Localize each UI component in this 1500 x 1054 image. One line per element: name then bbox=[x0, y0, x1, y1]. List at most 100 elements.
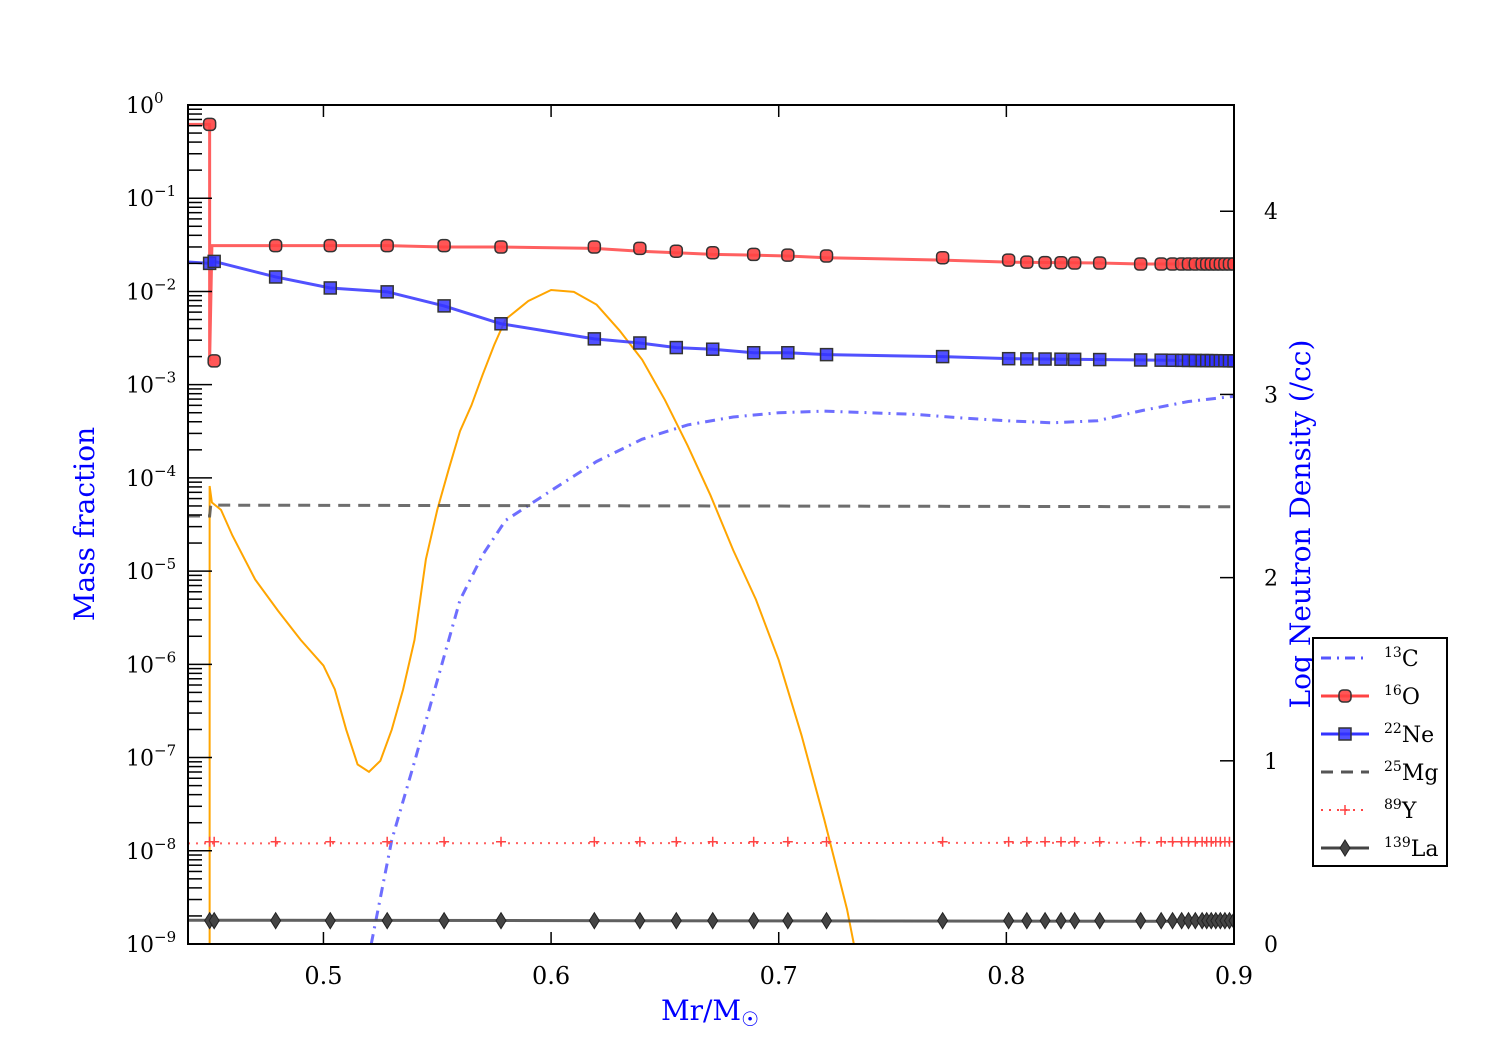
tick-base: 10 bbox=[126, 840, 154, 865]
marker-16O bbox=[1154, 257, 1168, 271]
marker-22Ne bbox=[437, 299, 451, 313]
tick-base: 10 bbox=[126, 653, 154, 678]
marker-139La bbox=[1039, 911, 1051, 930]
marker-22Ne bbox=[1038, 352, 1052, 366]
marker-139La bbox=[1055, 911, 1067, 930]
legend-mass: 89 bbox=[1384, 797, 1402, 813]
marker-22Ne bbox=[1154, 353, 1168, 367]
marker-139La bbox=[1166, 911, 1179, 930]
tick-base: 10 bbox=[126, 374, 154, 399]
marker-89Y bbox=[1094, 836, 1105, 847]
legend-mass: 25 bbox=[1384, 759, 1402, 775]
x-tick-label: 0.5 bbox=[304, 962, 342, 990]
x-tick-label: 0.9 bbox=[1215, 962, 1253, 990]
y-right-tick-label: 2 bbox=[1264, 567, 1278, 592]
legend-marker-16O bbox=[1338, 689, 1352, 703]
marker-139La bbox=[438, 911, 450, 930]
series-line-neutron-density bbox=[208, 289, 855, 944]
tick-exp: −3 bbox=[154, 369, 176, 387]
y-left-tick-label: 100 bbox=[126, 89, 164, 119]
marker-139La bbox=[1135, 911, 1147, 930]
marker-89Y bbox=[496, 836, 507, 847]
marker-139La bbox=[1021, 911, 1033, 930]
marker-22Ne bbox=[268, 270, 283, 284]
marker-16O bbox=[1067, 256, 1082, 270]
series-line-22Ne bbox=[188, 259, 1234, 363]
marker-16O bbox=[323, 238, 338, 253]
y-left-tick-label: 10−2 bbox=[126, 275, 176, 305]
marker-16O bbox=[746, 247, 761, 262]
marker-22Ne bbox=[494, 317, 508, 331]
marker-16O bbox=[380, 238, 394, 253]
y-left-tick-label: 10−8 bbox=[126, 835, 176, 865]
y-right-tick-label: 0 bbox=[1264, 933, 1278, 958]
marker-16O bbox=[935, 250, 950, 265]
marker-139La bbox=[208, 911, 220, 930]
x-axis-label: Mr/M☉ bbox=[661, 994, 759, 1031]
marker-22Ne bbox=[380, 285, 394, 299]
marker-16O bbox=[781, 248, 795, 262]
tick-base: 10 bbox=[126, 187, 154, 212]
marker-139La bbox=[324, 911, 336, 930]
legend-label-89Y: 89Y bbox=[1384, 797, 1417, 824]
marker-139La bbox=[1069, 911, 1081, 930]
y-left-tick-label: 10−1 bbox=[126, 182, 176, 212]
marker-139La bbox=[748, 911, 760, 930]
tick-base: 10 bbox=[126, 467, 154, 492]
marker-16O bbox=[1092, 256, 1107, 270]
tick-base: 10 bbox=[126, 933, 154, 958]
legend-mass: 139 bbox=[1384, 835, 1411, 851]
marker-89Y bbox=[1055, 836, 1066, 847]
marker-22Ne bbox=[1092, 352, 1107, 367]
legend-mass: 13 bbox=[1384, 645, 1402, 661]
legend-element: Ne bbox=[1402, 723, 1434, 748]
marker-16O bbox=[1038, 255, 1052, 270]
legend-label-139La: 139La bbox=[1384, 835, 1438, 862]
legend-element: Mg bbox=[1402, 761, 1439, 786]
marker-22Ne bbox=[819, 347, 834, 362]
marker-89Y bbox=[634, 836, 645, 847]
legend-mass: 16 bbox=[1384, 683, 1402, 699]
x-tick-label: 0.6 bbox=[532, 962, 570, 990]
marker-22Ne bbox=[705, 342, 720, 356]
series-line-25Mg bbox=[188, 503, 1234, 518]
marker-16O bbox=[1133, 257, 1148, 271]
marker-139La bbox=[707, 911, 719, 930]
marker-16O bbox=[437, 238, 451, 253]
tick-exp: −2 bbox=[154, 275, 176, 293]
marker-139La bbox=[270, 911, 282, 930]
marker-89Y bbox=[707, 836, 718, 847]
marker-89Y bbox=[1167, 836, 1178, 847]
y-right-tick-label: 3 bbox=[1264, 383, 1278, 408]
marker-139La bbox=[634, 911, 646, 930]
marker-22Ne bbox=[323, 281, 338, 295]
marker-139La bbox=[670, 911, 682, 930]
marker-16O bbox=[587, 240, 602, 254]
marker-89Y bbox=[748, 836, 759, 847]
legend-mass: 22 bbox=[1384, 721, 1402, 737]
marker-89Y bbox=[1003, 836, 1014, 847]
marker-22Ne bbox=[781, 345, 795, 360]
marker-89Y bbox=[209, 836, 220, 847]
legend-frame bbox=[1312, 637, 1448, 867]
marker-89Y bbox=[782, 836, 793, 847]
legend-element: Y bbox=[1401, 799, 1417, 824]
tick-base: 10 bbox=[126, 94, 154, 119]
tick-exp: −7 bbox=[154, 742, 176, 760]
marker-139La bbox=[820, 911, 833, 930]
marker-22Ne bbox=[587, 332, 602, 346]
marker-139La bbox=[495, 911, 507, 930]
legend-element: La bbox=[1411, 837, 1439, 862]
y-left-tick-label: 10−7 bbox=[126, 742, 176, 772]
marker-139La bbox=[1155, 911, 1167, 930]
marker-22Ne bbox=[669, 340, 684, 355]
marker-16O bbox=[633, 241, 647, 256]
marker-139La bbox=[588, 911, 600, 930]
tick-exp: −1 bbox=[154, 182, 176, 200]
y-right-tick-label: 1 bbox=[1264, 750, 1278, 775]
marker-89Y bbox=[382, 836, 393, 847]
marker-16O bbox=[1227, 257, 1234, 271]
legend-marker-139La bbox=[1339, 839, 1351, 857]
